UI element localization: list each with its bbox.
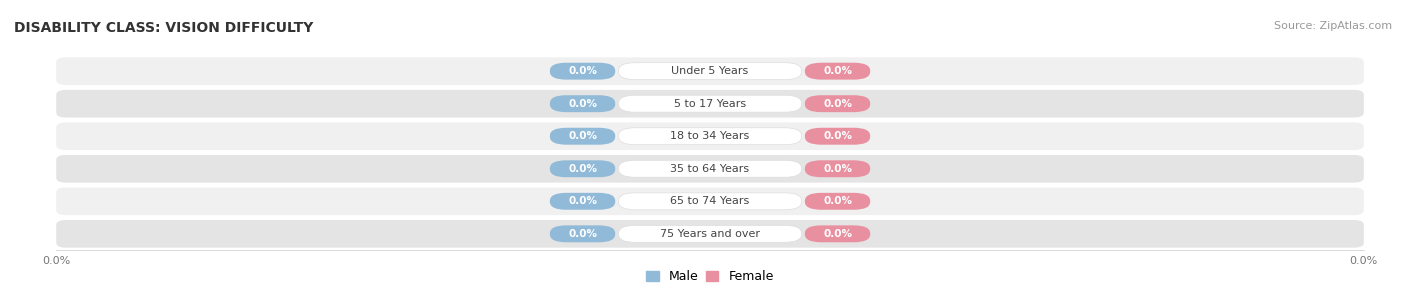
FancyBboxPatch shape	[550, 160, 616, 177]
FancyBboxPatch shape	[550, 128, 616, 145]
Text: 0.0%: 0.0%	[823, 131, 852, 141]
Text: DISABILITY CLASS: VISION DIFFICULTY: DISABILITY CLASS: VISION DIFFICULTY	[14, 21, 314, 35]
FancyBboxPatch shape	[56, 90, 1364, 117]
FancyBboxPatch shape	[550, 225, 616, 242]
Text: 0.0%: 0.0%	[568, 229, 598, 239]
Text: 5 to 17 Years: 5 to 17 Years	[673, 99, 747, 109]
Text: Under 5 Years: Under 5 Years	[672, 66, 748, 76]
FancyBboxPatch shape	[56, 122, 1364, 150]
FancyBboxPatch shape	[804, 160, 870, 177]
FancyBboxPatch shape	[619, 128, 801, 145]
Text: 0.0%: 0.0%	[823, 66, 852, 76]
Text: 0.0%: 0.0%	[568, 66, 598, 76]
FancyBboxPatch shape	[619, 63, 801, 80]
Text: 65 to 74 Years: 65 to 74 Years	[671, 196, 749, 206]
Text: 0.0%: 0.0%	[823, 229, 852, 239]
Text: 0.0%: 0.0%	[823, 196, 852, 206]
FancyBboxPatch shape	[550, 63, 616, 80]
FancyBboxPatch shape	[619, 95, 801, 112]
Legend: Male, Female: Male, Female	[643, 266, 778, 287]
FancyBboxPatch shape	[56, 57, 1364, 85]
FancyBboxPatch shape	[550, 193, 616, 210]
FancyBboxPatch shape	[56, 220, 1364, 248]
Text: 0.0%: 0.0%	[568, 131, 598, 141]
FancyBboxPatch shape	[804, 95, 870, 112]
FancyBboxPatch shape	[619, 193, 801, 210]
Text: Source: ZipAtlas.com: Source: ZipAtlas.com	[1274, 21, 1392, 31]
FancyBboxPatch shape	[804, 193, 870, 210]
Text: 0.0%: 0.0%	[568, 196, 598, 206]
Text: 0.0%: 0.0%	[823, 164, 852, 174]
Text: 0.0%: 0.0%	[823, 99, 852, 109]
Text: 0.0%: 0.0%	[568, 99, 598, 109]
FancyBboxPatch shape	[550, 95, 616, 112]
Text: 75 Years and over: 75 Years and over	[659, 229, 761, 239]
FancyBboxPatch shape	[804, 225, 870, 242]
Text: 35 to 64 Years: 35 to 64 Years	[671, 164, 749, 174]
FancyBboxPatch shape	[619, 225, 801, 242]
Text: 0.0%: 0.0%	[568, 164, 598, 174]
FancyBboxPatch shape	[619, 160, 801, 177]
Text: 18 to 34 Years: 18 to 34 Years	[671, 131, 749, 141]
FancyBboxPatch shape	[804, 128, 870, 145]
FancyBboxPatch shape	[56, 155, 1364, 183]
FancyBboxPatch shape	[804, 63, 870, 80]
FancyBboxPatch shape	[56, 188, 1364, 215]
